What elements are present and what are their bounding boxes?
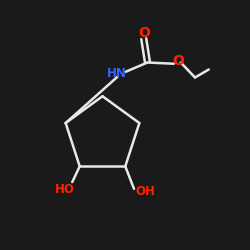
Text: OH: OH	[135, 185, 155, 198]
Text: O: O	[172, 54, 184, 68]
Text: O: O	[138, 26, 150, 40]
Text: HN: HN	[107, 67, 127, 80]
Text: HO: HO	[55, 183, 75, 196]
